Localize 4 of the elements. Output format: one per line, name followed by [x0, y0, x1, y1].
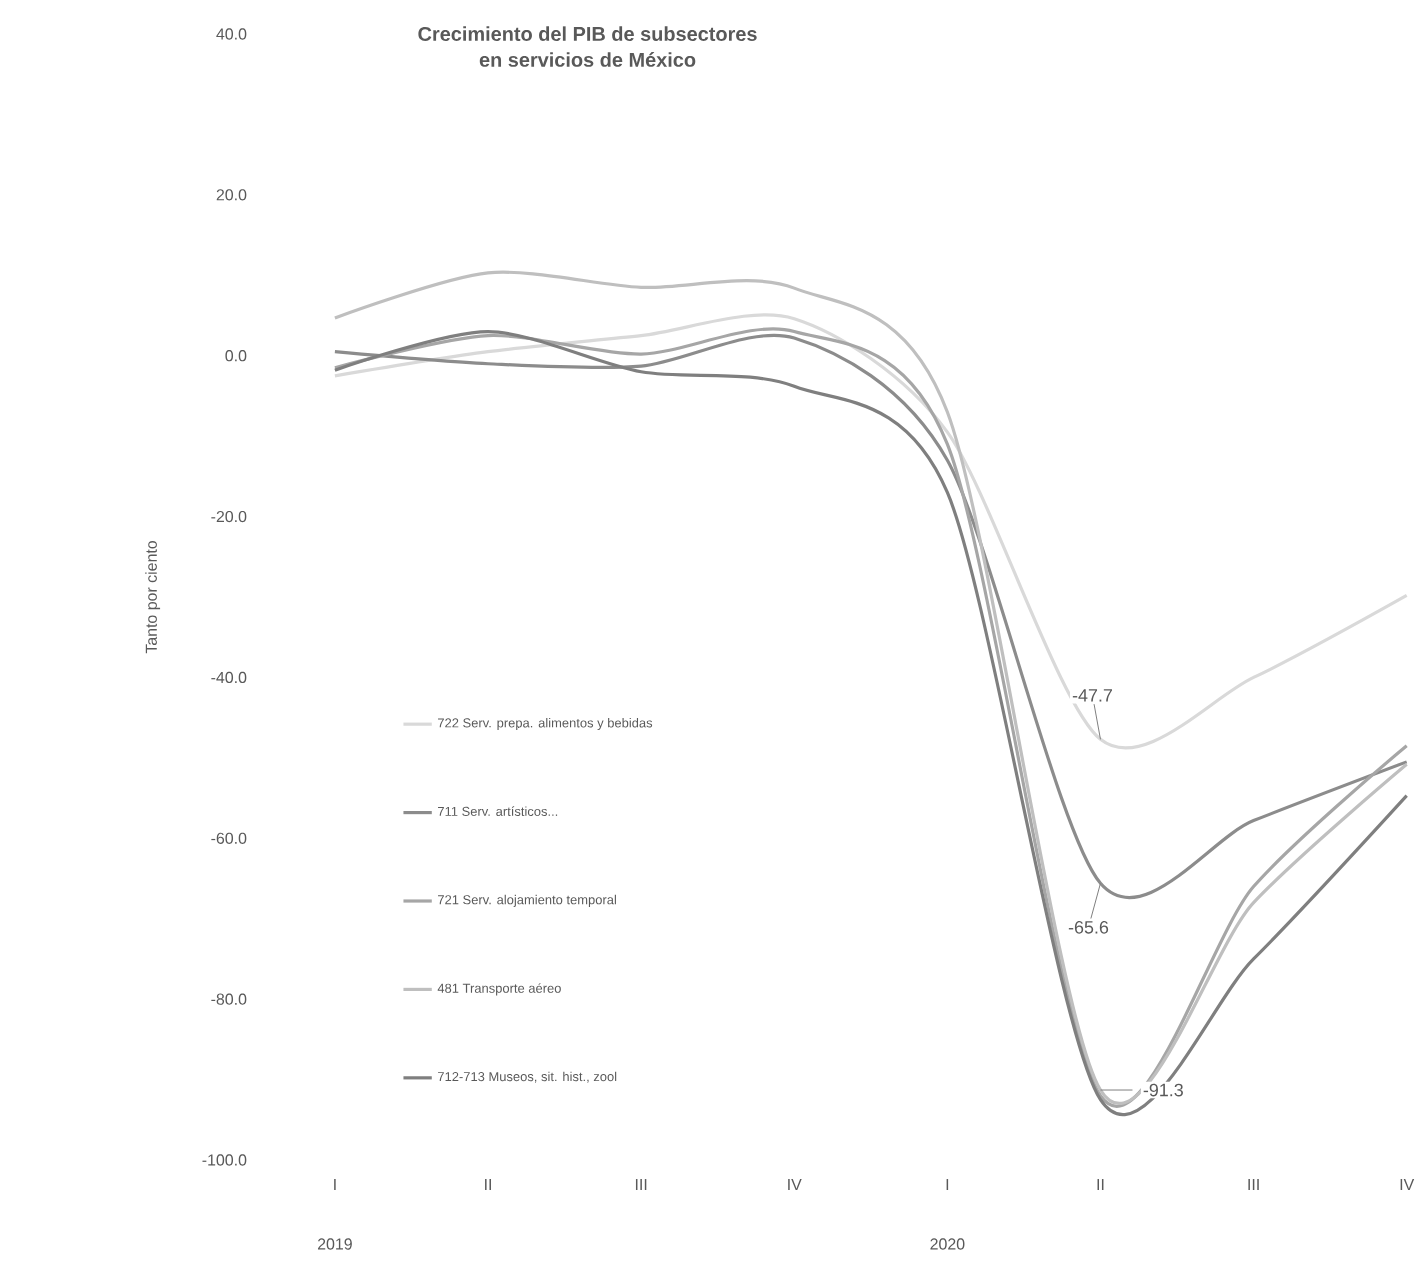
data-label: -47.7 — [1072, 689, 1112, 702]
chart-title: Crecimiento del PIB de subsectores en servicios de México — [418, 26, 757, 67]
data-label: -65.6 — [1068, 920, 1109, 934]
data-label: -91.3 — [1143, 1083, 1183, 1097]
